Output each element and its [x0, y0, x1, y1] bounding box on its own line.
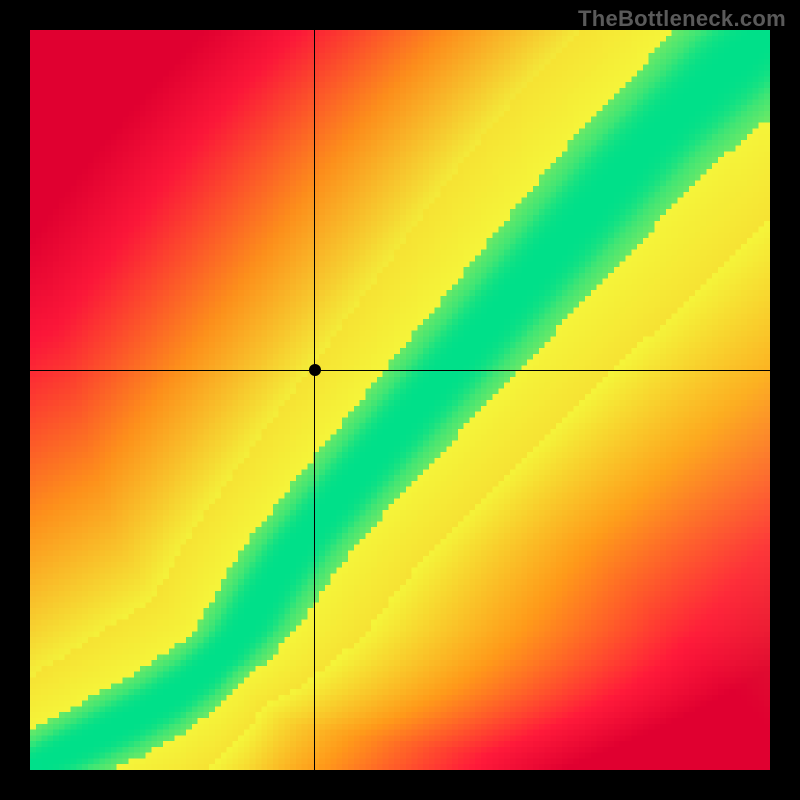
chart-container: { "attribution": { "text": "TheBottlenec… — [0, 0, 800, 800]
crosshair-vertical — [314, 30, 315, 770]
bottleneck-heatmap — [30, 30, 770, 770]
attribution-text: TheBottleneck.com — [578, 6, 786, 32]
crosshair-horizontal — [30, 370, 770, 371]
